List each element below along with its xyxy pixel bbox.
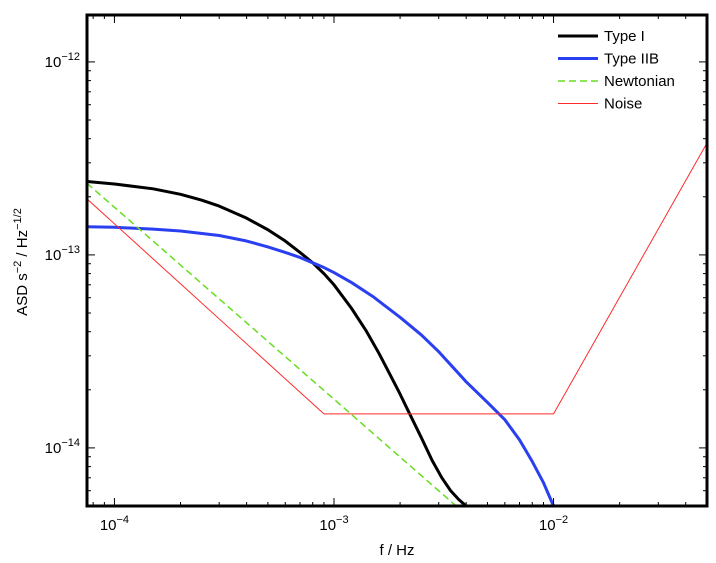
legend-label-newtonian: Newtonian: [604, 73, 675, 90]
y-tick-label: 10−14: [45, 437, 80, 457]
series-layer: [87, 142, 707, 506]
legend-label-noise: Noise: [604, 96, 642, 113]
x-tick-label: 10−2: [539, 514, 568, 534]
legend: Type I Type IIB Newtonian Noise: [558, 28, 675, 113]
y-tick-label: 10−13: [45, 244, 80, 264]
legend-label-type-iib: Type IIB: [604, 51, 659, 68]
plot-frame: [85, 13, 709, 508]
x-tick-label: 10−3: [319, 514, 348, 534]
series-line-type-i: [87, 180, 468, 506]
legend-label-type-i: Type I: [604, 28, 645, 45]
x-tick-label: 10−4: [100, 514, 129, 534]
y-tick-label: 10−12: [45, 51, 80, 71]
series-line-noise: [87, 142, 707, 415]
series-line-type-iib: [87, 225, 555, 506]
plot-area: [87, 15, 707, 506]
y-axis-label: ASD s−2 / Hz−1/2: [12, 208, 31, 316]
x-axis-label: f / Hz: [379, 542, 414, 559]
series-line-newtonian: [87, 182, 457, 506]
